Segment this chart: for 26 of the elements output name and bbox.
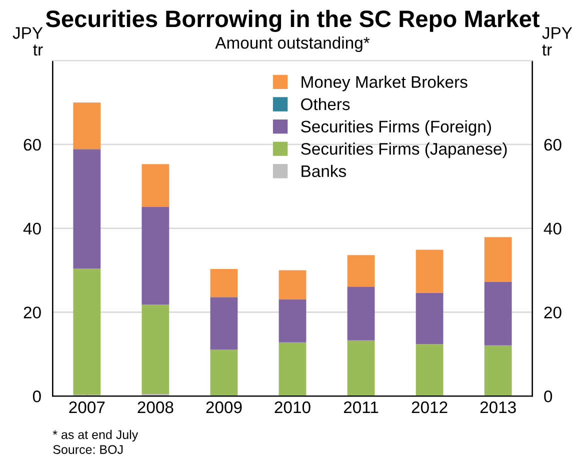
y-tick-label: 40 xyxy=(23,222,41,235)
y2-tick-label: 40 xyxy=(544,222,562,235)
y2-axis-title: JPY tr xyxy=(542,27,572,56)
legend-label: Money Market Brokers xyxy=(302,76,468,92)
legend-label: Banks xyxy=(302,164,346,178)
chart-subtitle: Amount outstanding* xyxy=(215,36,370,52)
x-tick-label: 2013 xyxy=(480,401,516,414)
chart-title: Securities Borrowing in the SC Repo Market xyxy=(46,10,540,32)
x-tick-label: 2012 xyxy=(412,401,448,414)
y2-tick-label: 0 xyxy=(544,390,552,402)
legend-label: Securities Firms (Japanese) xyxy=(301,142,507,158)
legend-label: Securities Firms (Foreign) xyxy=(301,120,491,136)
x-tick-label: 2009 xyxy=(206,401,242,414)
y-axis-title: JPY tr xyxy=(12,27,43,56)
legend-label: Others xyxy=(301,98,350,110)
y2-tick-label: 60 xyxy=(544,138,562,151)
y-tick-label: 60 xyxy=(24,138,41,151)
x-tick-label: 2007 xyxy=(69,401,105,414)
x-tick-label: 2011 xyxy=(344,401,378,414)
x-tick-label: 2010 xyxy=(274,401,310,414)
y-tick-label: 0 xyxy=(32,390,41,402)
x-tick-label: 2008 xyxy=(138,401,174,414)
source-note: Source: BOJ xyxy=(53,445,123,454)
y-tick-label: 20 xyxy=(24,306,41,318)
y2-tick-label: 20 xyxy=(544,306,562,318)
text: * as at end July xyxy=(52,430,138,442)
